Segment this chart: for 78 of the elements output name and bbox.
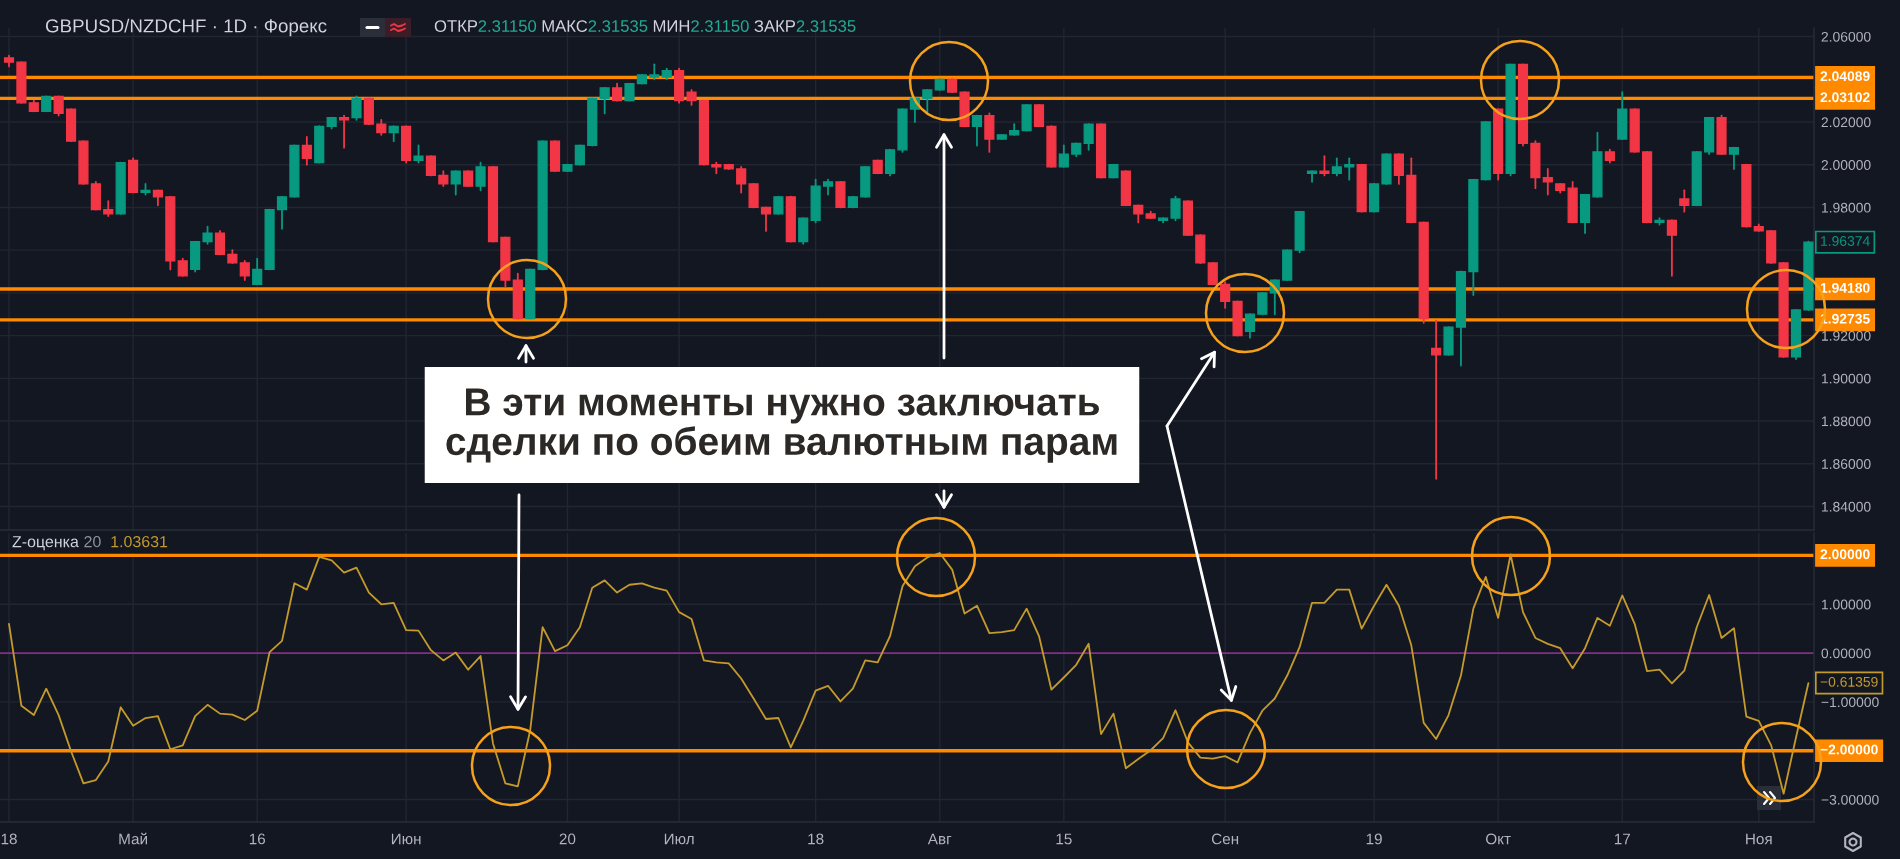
annotation: В эти моменты нужно заключать сделки по обеим валютным парам [446,388,1117,463]
x-tick-label: Окт [1486,833,1511,845]
candlestick [425,155,437,177]
candlestick [53,95,64,117]
candlestick [1306,170,1318,183]
annotation: 1.03631 [111,535,168,548]
candlestick [450,170,461,196]
candlestick [1393,153,1404,185]
y-tick-label: 1.00000 [1822,599,1871,610]
candlestick [748,183,759,209]
y-tick-label: 1.92000 [1822,330,1871,341]
y-tick-label: 1.86000 [1822,459,1871,469]
y-tick-label: 1.88000 [1822,416,1871,427]
x-tick-label: Ноя [1746,833,1772,845]
candlestick [1431,319,1442,480]
x-tick-label: Май [119,832,147,845]
ref-line-label: −2.00000 [1820,744,1878,755]
y-tick-label: 2.00000 [1821,160,1871,170]
candlestick [239,259,250,281]
candlestick [649,63,660,81]
y-tick-label: 1.90000 [1822,373,1871,384]
ref-line-label: 2.04089 [1820,71,1870,82]
candlestick [1170,195,1181,222]
x-tick-label: 18 [1,833,17,845]
y-tick-label: −3.00000 [1821,794,1879,805]
candlestick [1220,281,1231,309]
y-tick-label: −1.00000 [1821,697,1879,708]
y-tick-label: 2.06000 [1821,31,1871,42]
candlestick [760,206,772,232]
candlestick [736,165,747,194]
candlestick [1257,291,1268,316]
candlestick [922,89,933,115]
x-tick-label: Июл [664,833,694,845]
x-tick-label: Авг [927,833,952,845]
candlestick [1679,189,1690,213]
x-tick-label: 17 [1614,833,1630,845]
y-tick-label: 1.84000 [1822,501,1871,512]
chart-subtitle: ОТКР2.31150 МАКС2.31535 МИН2.31150 ЗАКР2.31535 [434,20,856,32]
candlestick [252,257,263,286]
candlestick [1728,146,1740,170]
ref-line-label: 1.94180 [1820,282,1870,293]
candlestick [214,230,226,256]
candlestick [984,112,995,153]
y-tick-label: 1.98000 [1822,202,1871,213]
candlestick [1319,155,1330,177]
candlestick [1542,168,1553,196]
y-tick-label: 0.00000 [1821,648,1871,659]
candlestick [338,114,350,149]
x-tick-label: 19 [1366,833,1382,845]
text: 1.96374 [1821,236,1870,246]
x-tick-label: 18 [808,833,824,845]
chart-title: GBPUSD/NZDCHF · 1D · Форекс [45,18,327,37]
candlestick [1083,123,1094,151]
candlestick [1244,313,1256,339]
x-tick-label: Сен [1211,833,1239,845]
candlestick [351,95,362,121]
line-series [8,552,1810,795]
x-tick-label: 16 [249,833,266,845]
candlestick [574,144,585,166]
candlestick [1058,144,1069,168]
candlestick [1344,157,1355,181]
candlestick [599,86,610,115]
candlestick [1207,262,1218,286]
candlestick [1033,103,1045,128]
x-tick-label: 15 [1056,833,1072,845]
chart-title: Z-оценка 20 [12,535,101,551]
candlestick [798,217,809,245]
y-tick-label: 2.02000 [1821,117,1871,128]
candlestick [971,114,983,147]
candlestick [301,136,312,166]
candlestick [276,195,288,230]
candlestick [884,148,896,177]
x-tick-label: Июн [391,833,421,845]
ref-line-label: 2.03102 [1820,92,1870,103]
text: −0.61359 [1820,676,1878,687]
x-tick-label: 20 [559,833,576,845]
candlestick [475,161,486,192]
candlestick [1666,219,1678,277]
